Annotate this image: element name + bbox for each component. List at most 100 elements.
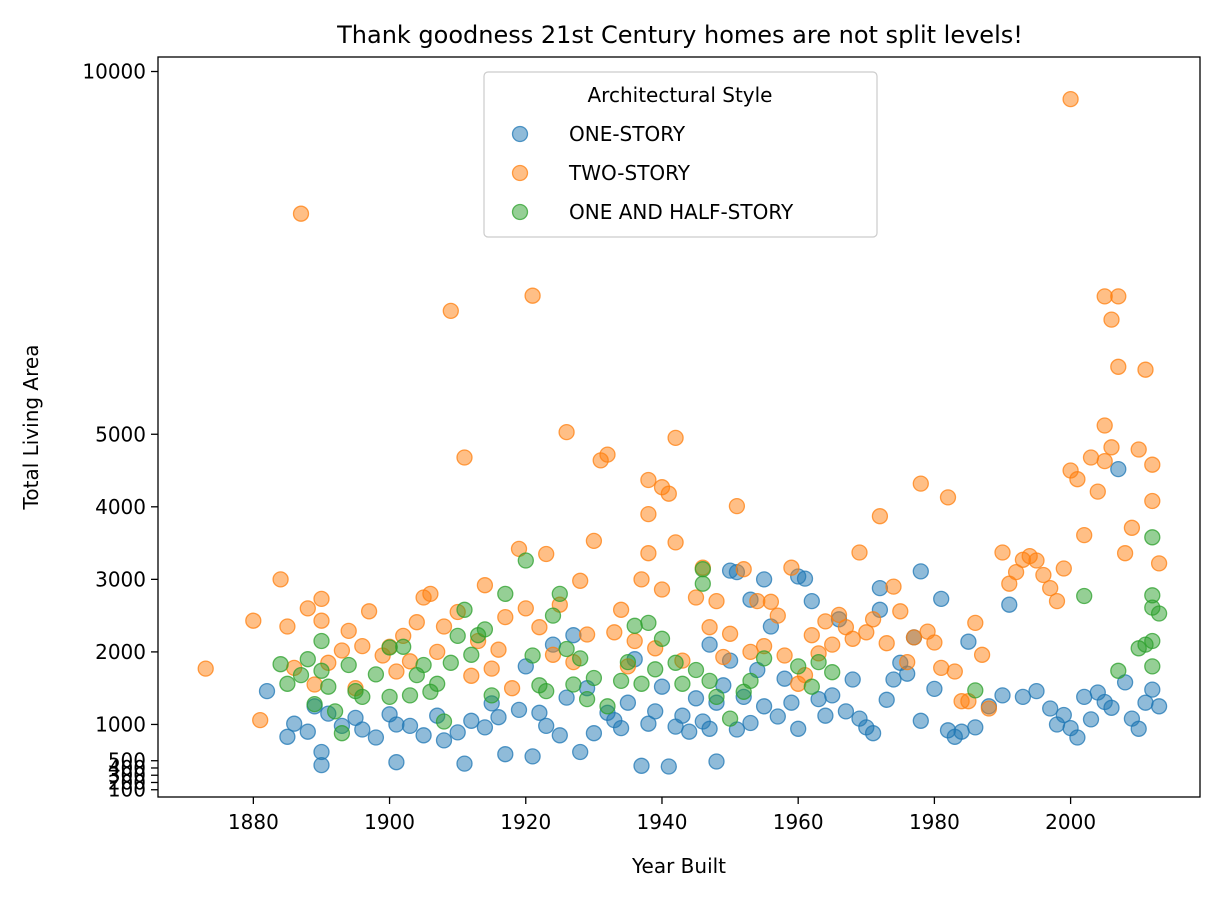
point-series-1-101 <box>926 634 943 651</box>
point-series-2-36 <box>551 585 568 603</box>
x-tick-label-5: 1980 <box>909 810 960 834</box>
point-series-0-85 <box>871 579 889 597</box>
point-series-1-32 <box>476 577 494 594</box>
point-series-0-22 <box>476 719 494 736</box>
point-series-1-26 <box>435 618 453 635</box>
point-series-2-23 <box>442 654 459 671</box>
point-series-2-44 <box>619 653 637 671</box>
point-series-0-14 <box>388 716 405 733</box>
x-axis-label: Year Built <box>631 854 726 878</box>
point-series-0-40 <box>612 719 630 737</box>
point-series-0-24 <box>490 709 507 726</box>
point-series-0-50 <box>681 723 698 740</box>
point-series-1-98 <box>905 629 923 646</box>
point-series-1-137 <box>1144 456 1161 473</box>
point-series-1-57 <box>640 471 657 489</box>
x-axis: 1880 1900 1920 1940 1960 1980 2000 <box>228 797 1096 834</box>
point-series-1-12 <box>333 642 351 659</box>
point-series-1-125 <box>1089 483 1106 500</box>
point-series-1-90 <box>851 544 868 561</box>
point-series-1-48 <box>585 532 603 550</box>
point-series-1-115 <box>1028 552 1045 569</box>
point-series-2-5 <box>313 632 330 650</box>
point-series-0-34 <box>565 627 582 644</box>
point-series-1-133 <box>1116 545 1134 562</box>
point-series-2-31 <box>517 552 534 569</box>
point-series-2-13 <box>367 666 385 683</box>
point-series-1-110 <box>994 544 1011 561</box>
point-series-1-22 <box>408 614 425 631</box>
point-series-1-123 <box>1076 526 1093 544</box>
point-series-0-92 <box>912 563 929 580</box>
point-series-0-26 <box>510 701 528 719</box>
point-series-0-87 <box>878 691 895 708</box>
point-series-1-87 <box>830 606 848 624</box>
point-series-2-52 <box>687 661 705 679</box>
point-series-1-1 <box>245 612 262 629</box>
legend-marker-1 <box>511 164 529 182</box>
point-series-1-39 <box>524 287 541 304</box>
y-tick-label-9: 5000 <box>95 422 146 446</box>
point-series-2-54 <box>694 575 711 592</box>
plot-frame <box>157 56 1201 798</box>
legend-marker-0 <box>511 125 529 143</box>
point-series-1-3 <box>272 571 289 588</box>
point-series-2-53 <box>694 561 711 578</box>
point-series-2-66 <box>1076 587 1093 605</box>
point-series-1-30 <box>463 667 480 684</box>
point-series-1-86 <box>824 636 841 653</box>
point-series-1-85 <box>817 613 834 630</box>
point-series-1-63 <box>667 429 684 447</box>
point-series-1-69 <box>708 592 725 610</box>
x-tick-label-4: 1960 <box>773 810 824 834</box>
point-series-0-75 <box>803 592 820 610</box>
x-tick-label-2: 1920 <box>500 810 551 834</box>
point-series-0-77 <box>817 707 834 724</box>
point-series-0-3 <box>299 723 316 740</box>
point-series-2-50 <box>667 654 684 671</box>
legend-title: Architectural Style <box>588 83 773 107</box>
point-series-0-112 <box>1082 711 1100 728</box>
point-series-1-55 <box>633 571 650 588</box>
point-series-1-33 <box>483 660 500 677</box>
point-series-1-117 <box>1042 579 1059 597</box>
point-series-2-1 <box>279 675 296 692</box>
point-series-1-36 <box>503 680 521 697</box>
point-series-1-52 <box>612 601 630 618</box>
point-series-2-28 <box>476 621 494 638</box>
point-series-2-34 <box>538 682 555 700</box>
point-series-0-122 <box>1150 698 1168 715</box>
point-series-2-61 <box>790 658 807 675</box>
point-series-1-107 <box>967 614 984 632</box>
point-series-1-41 <box>538 545 555 563</box>
point-series-1-66 <box>687 589 705 606</box>
point-series-2-29 <box>483 687 500 704</box>
point-series-2-37 <box>558 640 575 658</box>
point-series-1-6 <box>292 205 310 222</box>
point-series-0-18 <box>435 732 453 749</box>
point-series-2-57 <box>721 710 739 727</box>
point-series-1-21 <box>401 653 419 670</box>
point-series-1-124 <box>1082 449 1100 466</box>
y-tick-label-7: 3000 <box>95 567 146 591</box>
point-series-0-37 <box>585 725 603 742</box>
y-tick-label-5: 1000 <box>95 712 146 736</box>
point-series-2-12 <box>354 688 371 706</box>
point-series-0-63 <box>742 714 759 732</box>
point-series-1-47 <box>578 626 596 643</box>
point-series-0-84 <box>864 725 882 742</box>
point-series-0-33 <box>558 689 575 706</box>
y-tick-label-4: 500 <box>108 749 146 773</box>
point-series-2-40 <box>578 690 596 708</box>
point-series-1-104 <box>946 663 963 680</box>
point-series-1-92 <box>864 611 882 628</box>
point-series-2-21 <box>429 675 446 692</box>
point-series-2-6 <box>313 662 330 679</box>
point-series-0-111 <box>1076 688 1093 706</box>
point-series-1-24 <box>422 585 439 603</box>
y-tick-label-3: 400 <box>108 756 146 780</box>
point-series-1-102 <box>933 659 950 677</box>
point-series-1-38 <box>517 600 534 617</box>
point-series-1-8 <box>306 676 323 693</box>
